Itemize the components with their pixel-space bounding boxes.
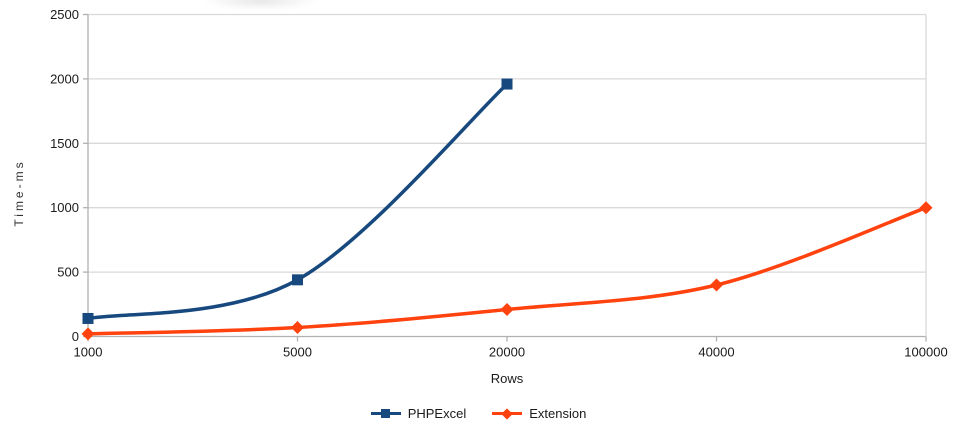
x-axis-title: Rows [490, 371, 524, 386]
x-tick-label: 100000 [904, 345, 947, 360]
x-tick-label: 1000 [74, 345, 103, 360]
data-point-extension [81, 327, 95, 341]
y-axis-title: Time-ms [12, 159, 26, 227]
data-point-phpexcel [82, 312, 94, 324]
y-tick-label: 2500 [50, 7, 79, 22]
legend-label-extension: Extension [529, 406, 587, 421]
legend-item-phpexcel: PHPExcel [370, 406, 467, 421]
y-tick-label: 1000 [50, 200, 79, 215]
data-point-extension [710, 278, 723, 292]
legend-marker-extension [492, 407, 523, 420]
data-point-phpexcel [292, 274, 303, 286]
y-tick-label: 2000 [50, 71, 79, 86]
legend: PHPExcel Extension [0, 405, 957, 422]
series-line-phpexcel [86, 82, 509, 321]
legend-item-extension: Extension [492, 406, 586, 421]
x-tick-label: 20000 [489, 345, 525, 360]
y-tick-label: 0 [72, 329, 79, 344]
legend-marker-phpexcel [370, 407, 401, 420]
x-tick-label: 40000 [698, 345, 734, 360]
legend-label-phpexcel: PHPExcel [407, 406, 467, 421]
y-tick-label: 1500 [50, 136, 79, 151]
data-point-phpexcel [501, 78, 513, 90]
data-point-extension [500, 302, 514, 316]
data-point-extension [291, 320, 304, 334]
y-tick-label: 500 [57, 265, 79, 280]
x-tick-label: 5000 [283, 345, 312, 360]
data-point-extension [919, 201, 933, 215]
